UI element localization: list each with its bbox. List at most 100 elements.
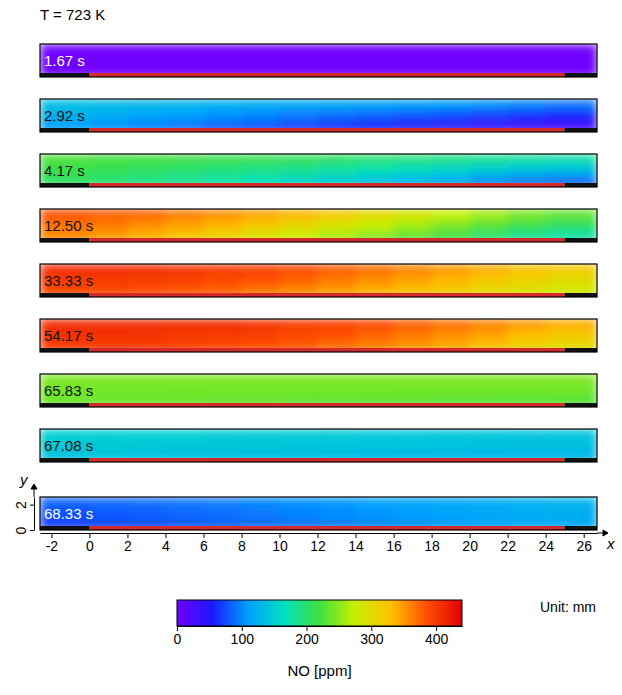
heat-cell: [280, 507, 319, 519]
heat-cell: [242, 497, 281, 508]
tick-label: 0: [174, 631, 182, 647]
heat-cell: [394, 274, 433, 286]
cells: [40, 429, 597, 462]
heat-cell: [318, 319, 357, 330]
heat-cell: [432, 44, 471, 55]
heat-cell: [203, 219, 242, 231]
panel: 65.83 s: [40, 374, 598, 408]
heat-cell: [394, 429, 433, 440]
heat-cell: [432, 329, 471, 341]
heat-cell: [546, 497, 597, 508]
heat-cell: [546, 274, 597, 286]
heat-cell: [127, 54, 166, 66]
heat-cell: [394, 319, 433, 330]
heat-cell: [508, 264, 547, 275]
heat-cell: [546, 507, 597, 519]
heat-cell: [165, 507, 204, 519]
tick-label: 20: [462, 538, 478, 554]
heat-cell: [280, 274, 319, 286]
panel-label: 68.33 s: [44, 505, 93, 522]
heat-cell: [242, 507, 281, 519]
heat-cell: [203, 274, 242, 286]
strip: [89, 403, 564, 407]
heat-cell: [127, 497, 166, 508]
tick-label: 12: [310, 538, 326, 554]
strips: [40, 293, 597, 297]
y-axis: 02: [13, 498, 35, 535]
tick: 0: [174, 626, 182, 647]
heat-cell: [242, 374, 281, 385]
tick-label: 2: [124, 538, 132, 554]
heat-cell: [470, 274, 509, 286]
heat-cell: [546, 439, 597, 451]
heat-cell: [432, 54, 471, 66]
heat-cell: [165, 274, 204, 286]
heat-cell: [546, 154, 597, 165]
heat-cell: [203, 374, 242, 385]
axis-line: [41, 533, 598, 534]
heat-cell: [546, 219, 597, 231]
heat-cell: [242, 209, 281, 220]
strips: [40, 348, 597, 352]
heat-cell: [165, 209, 204, 220]
heat-cell: [127, 384, 166, 396]
heat-cell: [432, 374, 471, 385]
heat-cell: [165, 219, 204, 231]
tick-label: 18: [424, 538, 440, 554]
heat-cell: [165, 439, 204, 451]
cells-clip: [40, 429, 597, 462]
heat-cell: [356, 319, 395, 330]
heat-cell: [508, 99, 547, 110]
heat-cell: [280, 54, 319, 66]
heat-cell: [432, 429, 471, 440]
axis-line: [34, 498, 35, 531]
y-arrow: [31, 484, 37, 497]
heat-cell: [280, 264, 319, 275]
heat-cell: [356, 54, 395, 66]
strip: [40, 128, 89, 132]
heat-cell: [470, 507, 509, 519]
tick-label: 100: [231, 631, 255, 647]
tick: 14: [348, 533, 364, 554]
strip: [40, 403, 89, 407]
panel: 68.33 s: [40, 497, 598, 531]
heat-cell: [356, 497, 395, 508]
tick: 4: [162, 533, 170, 554]
panel: 2.92 s: [40, 99, 598, 133]
heat-cell: [546, 54, 597, 66]
heat-cell: [356, 264, 395, 275]
heat-cell: [165, 164, 204, 176]
tick: 6: [200, 533, 208, 554]
heat-cell: [470, 264, 509, 275]
strip: [40, 238, 89, 242]
tick-label: 2: [13, 501, 29, 509]
heat-cell: [546, 429, 597, 440]
tick: 100: [231, 626, 255, 647]
heat-cell: [318, 274, 357, 286]
heat-cell: [203, 439, 242, 451]
heat-cell: [89, 274, 128, 286]
tick-label: 300: [360, 631, 384, 647]
heat-cell: [394, 219, 433, 231]
strips: [40, 458, 597, 462]
heat-cell: [356, 109, 395, 121]
strip: [565, 293, 597, 297]
heat-cell: [203, 329, 242, 341]
heat-cell: [318, 507, 357, 519]
heat-cell: [203, 164, 242, 176]
heat-cell: [165, 384, 204, 396]
heat-cell: [546, 264, 597, 275]
heat-cell: [356, 374, 395, 385]
heat-cell: [318, 154, 357, 165]
heat-cell: [508, 374, 547, 385]
tick: 16: [386, 533, 402, 554]
heat-cell: [394, 44, 433, 55]
heat-cell: [242, 164, 281, 176]
cells: [40, 374, 597, 407]
title: T = 723 K: [40, 6, 105, 23]
heat-cell: [432, 274, 471, 286]
heat-cell: [165, 497, 204, 508]
tick: 8: [238, 533, 246, 554]
strips: [40, 183, 597, 187]
panel-label: 33.33 s: [44, 272, 93, 289]
